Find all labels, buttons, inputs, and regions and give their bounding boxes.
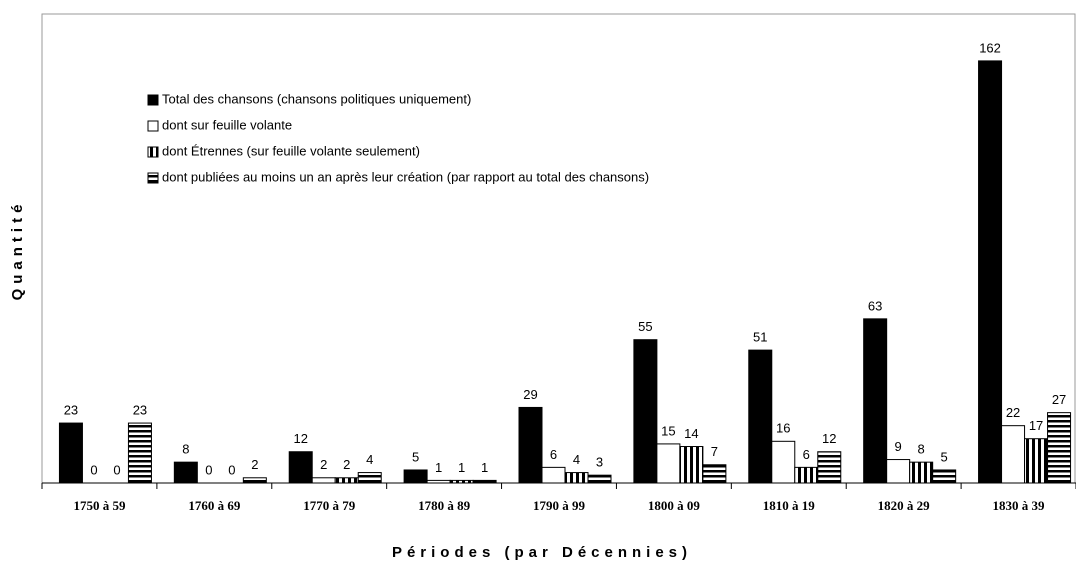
bar [58, 422, 83, 484]
data-label: 12 [822, 431, 836, 446]
x-tick-label: 1770 à 79 [303, 498, 356, 513]
data-label: 2 [251, 457, 258, 472]
x-tick-label: 1820 à 29 [878, 498, 931, 513]
data-label: 5 [412, 449, 419, 464]
data-label: 15 [661, 423, 675, 438]
bar [1024, 438, 1049, 484]
bar [541, 466, 566, 484]
legend-label: Total des chansons (chansons politiques … [162, 91, 471, 106]
x-tick-label: 1830 à 39 [993, 498, 1046, 513]
plot-frame [41, 13, 1076, 484]
bar [932, 469, 957, 484]
bar [518, 406, 543, 484]
bar [633, 339, 658, 484]
data-label: 16 [776, 421, 790, 436]
data-label: 2 [320, 457, 327, 472]
data-label: 8 [918, 442, 925, 457]
bar [771, 440, 796, 484]
data-label: 1 [435, 460, 442, 475]
data-label: 5 [941, 449, 948, 464]
bar [311, 477, 336, 484]
bar [794, 466, 819, 484]
bar [173, 461, 198, 484]
legend-label: dont sur feuille volante [162, 117, 292, 132]
data-label: 3 [596, 455, 603, 470]
bar [817, 451, 842, 484]
data-label: 55 [638, 319, 652, 334]
data-label: 162 [979, 40, 1001, 55]
legend-swatch [147, 172, 159, 184]
legend-label: dont publiées au moins un an après leur … [162, 169, 649, 184]
legend-swatch [147, 120, 159, 132]
y-axis-title: Quantité [9, 200, 26, 301]
legend-label: dont Étrennes (sur feuille volante seule… [162, 143, 420, 158]
x-tick-label: 1750 à 59 [73, 498, 126, 513]
bar [748, 349, 773, 484]
data-label: 0 [205, 462, 212, 477]
data-label: 9 [895, 439, 902, 454]
bar [564, 472, 589, 484]
x-tick-label: 1790 à 99 [533, 498, 586, 513]
data-label: 29 [523, 387, 537, 402]
bar [1001, 425, 1026, 484]
data-label: 14 [684, 426, 698, 441]
bar [334, 477, 359, 484]
bar [978, 60, 1003, 484]
bar [863, 318, 888, 484]
bar [288, 451, 313, 484]
data-label: 51 [753, 330, 767, 345]
data-label: 2 [343, 457, 350, 472]
bar [587, 474, 612, 484]
data-label: 4 [366, 452, 373, 467]
data-label: 4 [573, 452, 580, 467]
bar [679, 446, 704, 484]
data-label: 23 [64, 403, 78, 418]
bar [702, 464, 727, 484]
x-tick-label: 1780 à 89 [418, 498, 471, 513]
bar [886, 459, 911, 484]
x-tick-label: 1810 à 19 [763, 498, 816, 513]
bar [127, 422, 152, 484]
data-label: 17 [1029, 418, 1043, 433]
data-label: 7 [711, 444, 718, 459]
data-label: 1 [458, 460, 465, 475]
data-label: 27 [1052, 392, 1066, 407]
data-label: 1 [481, 460, 488, 475]
x-tick-label: 1760 à 69 [188, 498, 241, 513]
data-label: 63 [868, 298, 882, 313]
data-label: 0 [113, 462, 120, 477]
data-label: 23 [133, 403, 147, 418]
data-label: 0 [228, 462, 235, 477]
bar [1047, 412, 1072, 484]
legend-swatch [147, 146, 159, 158]
data-label: 8 [182, 442, 189, 457]
bar [656, 443, 681, 484]
data-label: 22 [1006, 405, 1020, 420]
x-tick-label: 1800 à 09 [648, 498, 701, 513]
bar [403, 469, 428, 484]
data-label: 6 [803, 447, 810, 462]
bar [242, 477, 267, 484]
bar [909, 461, 934, 484]
data-label: 6 [550, 447, 557, 462]
data-label: 0 [90, 462, 97, 477]
x-axis-title: Périodes (par Décennies) [392, 544, 692, 561]
legend-swatch [147, 94, 159, 106]
bar [357, 472, 382, 484]
data-label: 12 [293, 431, 307, 446]
